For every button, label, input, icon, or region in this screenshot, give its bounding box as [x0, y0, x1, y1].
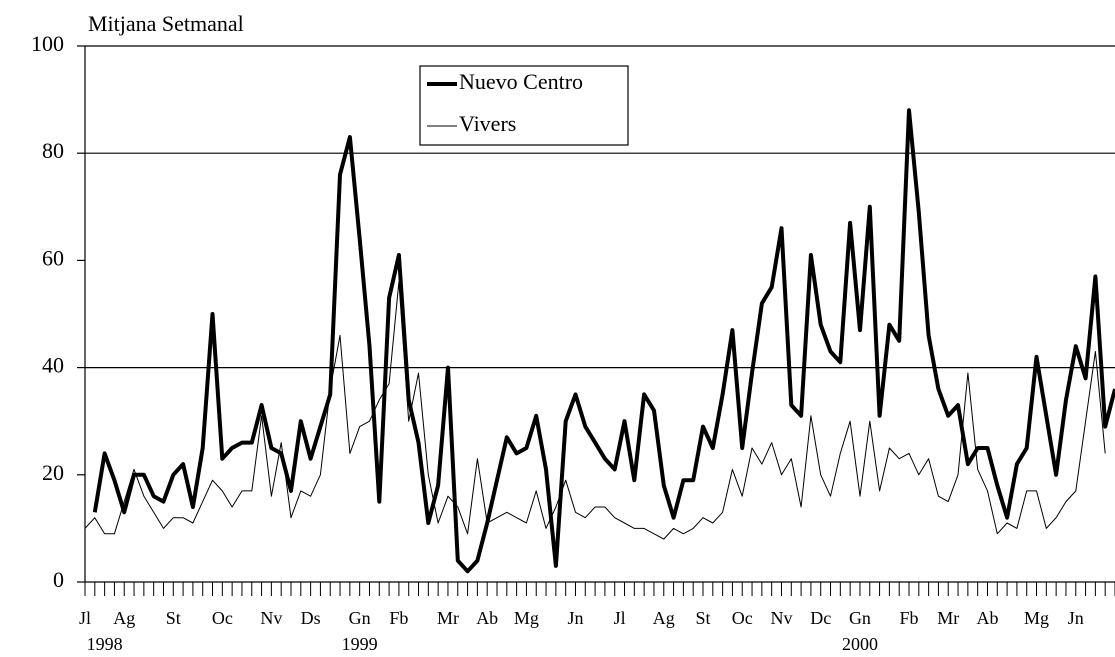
- x-tick-label: Ab: [476, 608, 498, 628]
- y-tick-label: 80: [42, 138, 64, 163]
- x-tick-label: St: [695, 608, 710, 628]
- x-tick-label: Nv: [770, 608, 792, 628]
- x-tick-label: Ds: [301, 608, 321, 628]
- legend-label: Nuevo Centro: [459, 69, 583, 94]
- year-label: 1998: [87, 634, 123, 654]
- chart-title: Mitjana Setmanal: [88, 11, 244, 36]
- legend-box: [419, 65, 629, 146]
- x-tick-label: Dc: [810, 608, 831, 628]
- x-tick-label: Gn: [849, 608, 871, 628]
- x-tick-label: Fb: [389, 608, 408, 628]
- x-tick-label: Gn: [349, 608, 371, 628]
- x-tick-label: Jn: [567, 608, 583, 628]
- x-tick-label: Oc: [212, 608, 233, 628]
- y-tick-label: 60: [42, 245, 64, 270]
- series-line: [92, 108, 1115, 574]
- x-tick-label: Ab: [976, 608, 998, 628]
- legend-label: Vivers: [459, 111, 516, 136]
- x-tick-label: Jn: [1068, 608, 1084, 628]
- y-tick-label: 20: [42, 460, 64, 485]
- series-line: [84, 281, 1106, 540]
- y-tick-label: 40: [42, 353, 64, 378]
- y-tick-label: 100: [31, 31, 64, 56]
- year-label: 1999: [342, 634, 378, 654]
- x-tick-label: Mr: [437, 608, 459, 628]
- x-tick-label: Jl: [614, 608, 626, 628]
- y-tick-label: 0: [53, 567, 64, 592]
- x-tick-label: Jl: [79, 608, 91, 628]
- x-tick-label: St: [166, 608, 181, 628]
- x-tick-label: Ag: [653, 608, 675, 628]
- x-tick-label: Oc: [732, 608, 753, 628]
- x-tick-label: Ag: [113, 608, 135, 628]
- x-tick-label: Mr: [937, 608, 959, 628]
- year-label: 2000: [842, 634, 878, 654]
- x-tick-label: Mg: [1024, 608, 1049, 628]
- x-tick-label: Nv: [260, 608, 282, 628]
- x-tick-label: Mg: [514, 608, 539, 628]
- x-tick-label: Fb: [899, 608, 918, 628]
